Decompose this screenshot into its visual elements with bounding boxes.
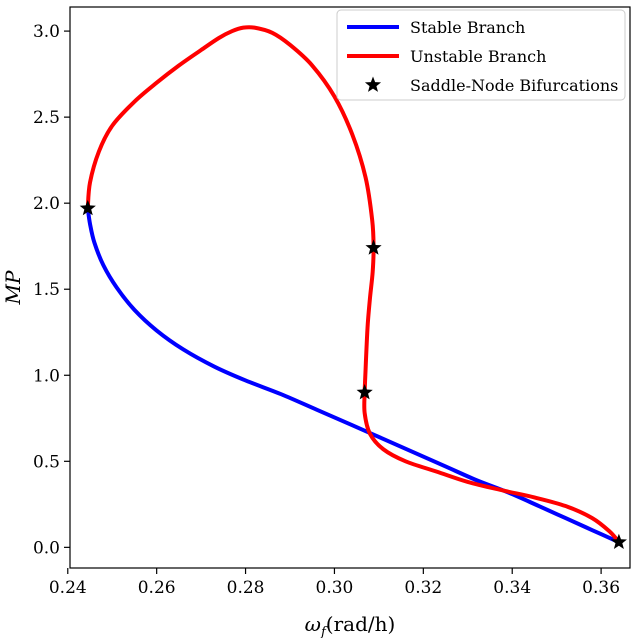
- x-tick-label: 0.36: [582, 578, 620, 598]
- plot-area-frame: [69, 6, 631, 569]
- x-tick-label: 0.28: [227, 578, 265, 598]
- y-tick-label: 2.5: [33, 108, 60, 128]
- x-axis-title: ωf(rad/h): [305, 612, 396, 638]
- legend-star-icon: [364, 76, 382, 92]
- legend-label-unstable-branch: Unstable Branch: [410, 47, 546, 66]
- x-tick-label: 0.32: [404, 578, 442, 598]
- y-tick-label: 0.5: [33, 452, 60, 472]
- legend-label-stable-branch: Stable Branch: [410, 18, 525, 37]
- y-tick-label: 2.0: [33, 194, 60, 214]
- y-tick-label: 1.0: [33, 366, 60, 386]
- y-tick-label: 3.0: [33, 22, 60, 42]
- legend: Stable Branch Unstable Branch Saddle-Nod…: [336, 9, 626, 101]
- legend-box: [336, 9, 626, 101]
- x-axis-subscript: f: [320, 625, 328, 638]
- x-tick-label: 0.34: [493, 578, 531, 598]
- x-tick-label: 0.24: [49, 578, 87, 598]
- y-tick-label: 1.5: [33, 280, 60, 300]
- y-axis-ticks: 0.0 0.5 1.0 1.5 2.0 2.5 3.0: [33, 22, 70, 558]
- series-layer: [85, 25, 621, 545]
- x-tick-label: 0.30: [316, 578, 354, 598]
- marker-layer: [79, 199, 627, 550]
- x-axis-unit: (rad/h): [326, 612, 396, 636]
- y-axis-title: MP: [1, 270, 25, 305]
- x-axis-ticks: 0.24 0.26 0.28 0.30 0.32 0.34 0.36: [49, 568, 620, 598]
- series-line-stable-branch: [85, 206, 621, 545]
- bifurcation-star-marker-3: [356, 383, 373, 400]
- x-tick-label: 0.26: [138, 578, 176, 598]
- bifurcation-star-marker-2: [365, 239, 382, 255]
- legend-label-saddle-node-bifurcations: Saddle-Node Bifurcations: [410, 76, 618, 95]
- y-tick-label: 0.0: [33, 538, 60, 558]
- x-axis-symbol: ω: [305, 612, 321, 636]
- series-line-unstable-branch: [85, 25, 621, 545]
- bifurcation-star-marker-4: [610, 533, 627, 550]
- bifurcation-star-marker-1: [79, 199, 96, 216]
